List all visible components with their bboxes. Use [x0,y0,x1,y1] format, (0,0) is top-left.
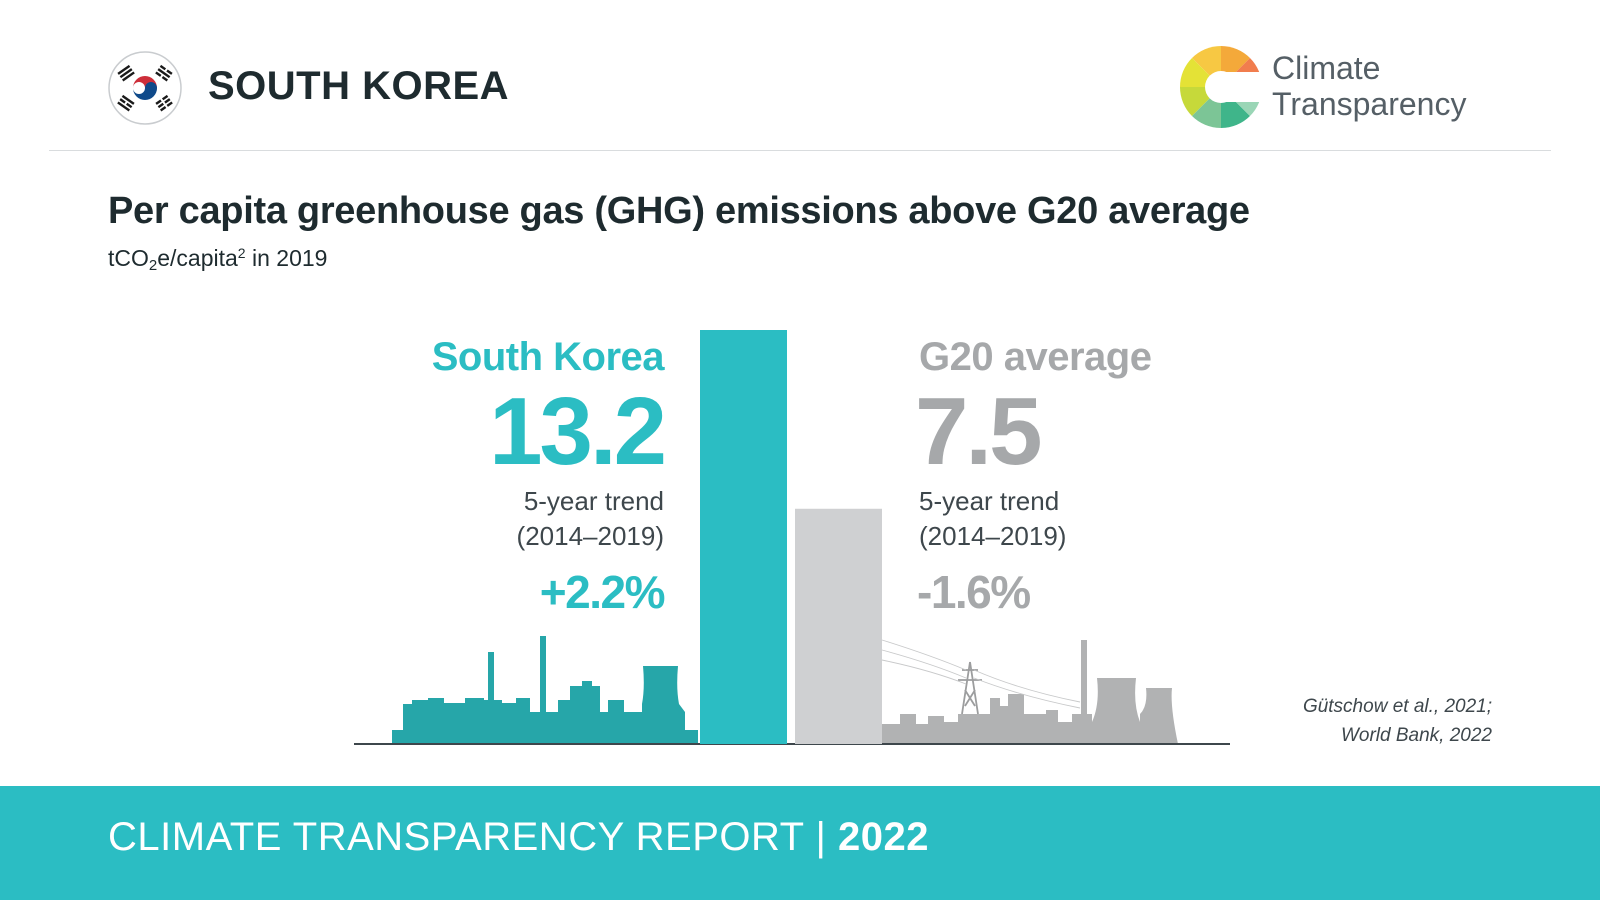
bar-g20-average [795,508,882,744]
trend-value-south-korea: +2.2% [539,566,666,618]
subtitle-middle: e/capita [157,245,238,271]
subtitle-subscript: 2 [148,257,158,274]
source-line1: Gütschow et al., 2021; [1302,696,1492,717]
industrial-skyline-right-icon [881,639,1178,744]
bar-south-korea [700,330,787,744]
subtitle-prefix: tCO [108,245,149,271]
subtitle-superscript: 2 [237,245,246,261]
trend-label-line1: 5-year trend [523,486,664,516]
trend-label-line1: 5-year trend [919,486,1060,516]
category-label-g20: G20 average [919,335,1152,379]
category-label-south-korea: South Korea [431,335,665,379]
bars-group [700,330,882,744]
footer-report-name: CLIMATE TRANSPARENCY REPORT | [108,815,838,859]
logo-wordmark-line1: Climate [1272,50,1381,86]
header-divider [49,150,1551,151]
trend-value-g20: -1.6% [917,566,1031,618]
chart-title: Per capita greenhouse gas (GHG) emission… [108,190,1250,232]
trend-label-line2: (2014–2019) [516,521,664,551]
source-note: Gütschow et al., 2021; World Bank, 2022 [1260,692,1492,750]
footer-year: 2022 [838,815,929,859]
trend-label-south-korea: 5-year trend (2014–2019) [517,484,664,554]
footer-label: CLIMATE TRANSPARENCY REPORT | 2022 [108,815,929,860]
logo-wordmark-line2: Transparency [1272,86,1467,122]
value-label-south-korea: 13.2 [489,378,667,485]
emissions-bar-chart [354,330,1230,745]
trend-label-g20: 5-year trend (2014–2019) [919,484,1066,554]
south-korea-flag-icon [108,51,182,125]
country-title: SOUTH KOREA [208,64,510,108]
source-line2: World Bank, 2022 [1340,725,1492,746]
industrial-skyline-left-icon [392,636,698,744]
trend-label-line2: (2014–2019) [919,521,1067,551]
subtitle-suffix: in 2019 [245,245,328,271]
climate-transparency-logo-icon [1180,45,1266,128]
value-label-g20: 7.5 [915,378,1042,485]
footer-band [0,786,1600,900]
chart-subtitle: tCO2e/capita2 in 2019 [108,245,327,274]
logo-wordmark: Climate Transparency [1272,50,1466,122]
